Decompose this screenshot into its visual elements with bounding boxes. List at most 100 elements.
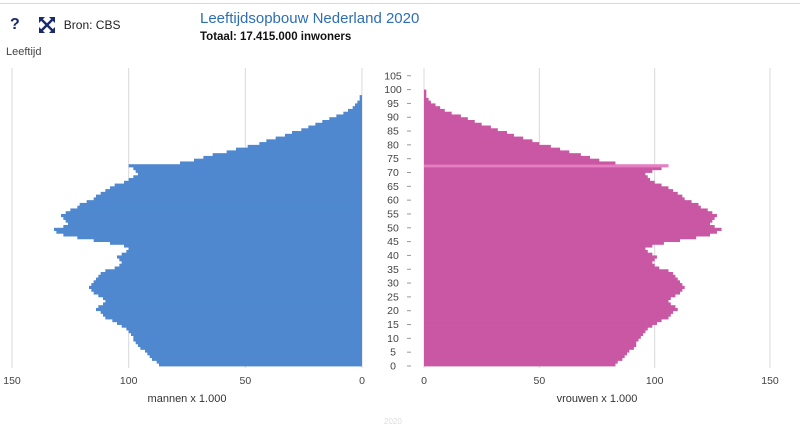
- bar-men[interactable]: [79, 202, 363, 207]
- bar-women[interactable]: [424, 305, 676, 309]
- bar-women[interactable]: [424, 136, 524, 140]
- bar-men[interactable]: [355, 103, 362, 107]
- bar-women[interactable]: [424, 166, 662, 171]
- bar-men[interactable]: [98, 305, 362, 309]
- bar-men[interactable]: [348, 108, 362, 113]
- bar-women[interactable]: [424, 111, 452, 115]
- bar-women[interactable]: [424, 335, 641, 339]
- bar-women[interactable]: [424, 161, 616, 165]
- bar-women[interactable]: [424, 352, 627, 356]
- bar-men[interactable]: [103, 302, 362, 306]
- bar-men[interactable]: [86, 200, 363, 204]
- bar-men[interactable]: [103, 313, 362, 317]
- bar-women[interactable]: [424, 294, 676, 298]
- bar-men[interactable]: [226, 150, 362, 154]
- bar-women[interactable]: [424, 175, 648, 179]
- bar-men[interactable]: [103, 296, 362, 301]
- bar-men[interactable]: [117, 255, 362, 259]
- bar-men[interactable]: [147, 352, 362, 356]
- bar-women[interactable]: [424, 249, 648, 254]
- bar-women[interactable]: [424, 230, 717, 234]
- bar-men[interactable]: [77, 236, 362, 240]
- bar-men[interactable]: [105, 269, 362, 273]
- bar-women[interactable]: [424, 216, 715, 220]
- bar-women[interactable]: [424, 114, 461, 118]
- bar-women[interactable]: [424, 227, 722, 231]
- bar-women[interactable]: [424, 238, 681, 243]
- bar-men[interactable]: [54, 227, 362, 231]
- bar-women[interactable]: [424, 288, 683, 292]
- bar-men[interactable]: [119, 263, 362, 267]
- bar-women[interactable]: [424, 95, 427, 99]
- bar-women[interactable]: [424, 183, 662, 187]
- bar-men[interactable]: [259, 142, 362, 146]
- bar-men[interactable]: [131, 332, 362, 336]
- bar-women[interactable]: [424, 321, 657, 325]
- bar-women[interactable]: [424, 172, 646, 176]
- bar-women[interactable]: [424, 153, 581, 157]
- bar-men[interactable]: [236, 147, 362, 151]
- bar-women[interactable]: [424, 255, 657, 259]
- bar-men[interactable]: [65, 219, 363, 223]
- bar-men[interactable]: [133, 175, 362, 179]
- bar-men[interactable]: [329, 117, 362, 121]
- bar-women[interactable]: [424, 205, 701, 209]
- bar-women[interactable]: [424, 100, 431, 104]
- bar-men[interactable]: [126, 249, 362, 254]
- bar-men[interactable]: [308, 125, 362, 129]
- bar-men[interactable]: [128, 330, 362, 334]
- bar-women[interactable]: [424, 169, 653, 173]
- bar-women[interactable]: [424, 233, 711, 237]
- bar-men[interactable]: [266, 139, 362, 143]
- bar-men[interactable]: [343, 111, 362, 115]
- bar-men[interactable]: [114, 266, 363, 270]
- help-icon[interactable]: ?: [10, 16, 20, 33]
- bar-women[interactable]: [424, 97, 429, 102]
- bar-men[interactable]: [133, 335, 362, 339]
- bar-men[interactable]: [98, 274, 362, 278]
- bar-men[interactable]: [70, 208, 362, 212]
- bar-men[interactable]: [140, 346, 362, 350]
- bar-women[interactable]: [424, 106, 441, 110]
- bar-women[interactable]: [424, 189, 674, 193]
- bar-women[interactable]: [424, 258, 655, 262]
- bar-women[interactable]: [424, 155, 591, 160]
- bar-men[interactable]: [359, 97, 362, 102]
- bar-men[interactable]: [77, 205, 362, 209]
- bar-men[interactable]: [152, 357, 362, 361]
- bar-men[interactable]: [63, 216, 362, 220]
- bar-women[interactable]: [424, 302, 671, 306]
- bar-women[interactable]: [424, 142, 540, 146]
- bar-women[interactable]: [424, 343, 637, 348]
- bar-men[interactable]: [61, 213, 362, 218]
- bar-men[interactable]: [56, 230, 362, 234]
- bar-men[interactable]: [63, 233, 362, 237]
- bar-women[interactable]: [424, 147, 561, 151]
- bar-women[interactable]: [424, 150, 570, 154]
- bar-women[interactable]: [424, 180, 655, 184]
- bar-women[interactable]: [424, 222, 711, 226]
- bar-women[interactable]: [424, 349, 630, 353]
- bar-men[interactable]: [93, 280, 363, 284]
- bar-men[interactable]: [352, 106, 362, 110]
- bar-men[interactable]: [93, 238, 363, 243]
- bar-men[interactable]: [68, 222, 362, 226]
- bar-women[interactable]: [424, 200, 692, 204]
- bar-men[interactable]: [93, 291, 363, 295]
- expand-icon[interactable]: [38, 16, 56, 34]
- bar-women[interactable]: [424, 128, 498, 132]
- bar-women[interactable]: [424, 244, 653, 248]
- bar-women[interactable]: [424, 360, 618, 364]
- bar-women[interactable]: [424, 241, 664, 245]
- bar-men[interactable]: [315, 122, 362, 126]
- bar-men[interactable]: [89, 285, 362, 290]
- bar-men[interactable]: [100, 310, 363, 314]
- bar-men[interactable]: [203, 155, 362, 160]
- bar-women[interactable]: [424, 92, 427, 96]
- bar-women[interactable]: [424, 119, 475, 124]
- bar-men[interactable]: [359, 95, 362, 99]
- bar-women[interactable]: [424, 296, 671, 301]
- bar-men[interactable]: [105, 189, 362, 193]
- bar-women[interactable]: [424, 197, 685, 201]
- bar-women[interactable]: [424, 274, 676, 278]
